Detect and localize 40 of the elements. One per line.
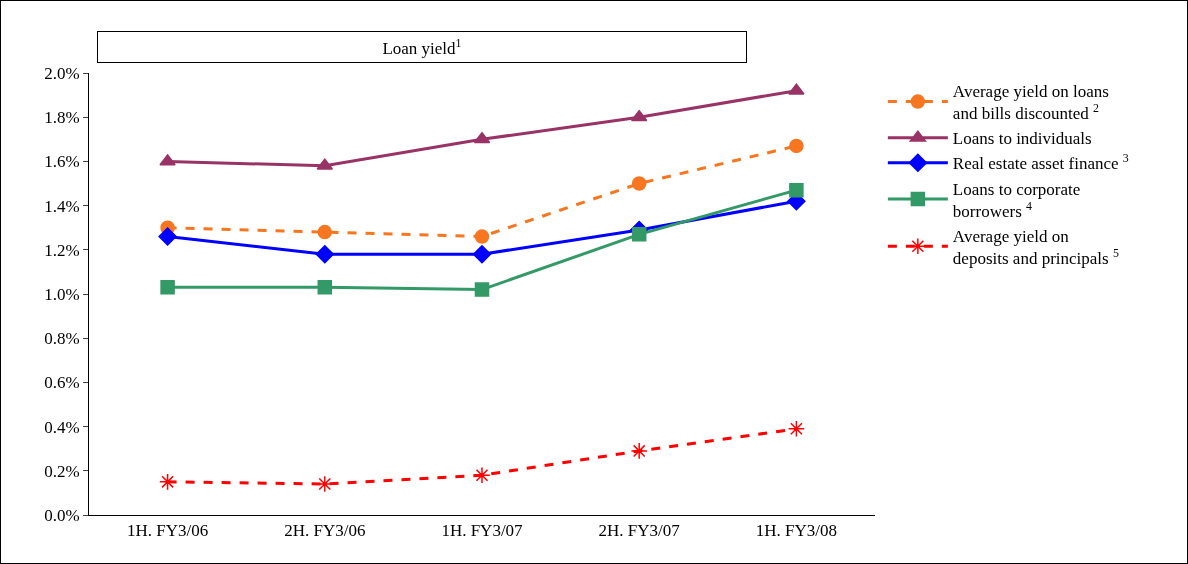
y-tick-label: 0.2% <box>44 461 80 481</box>
point <box>158 227 177 246</box>
point <box>473 466 491 484</box>
legend-label: Average yield on loans and bills discounted $^{2}$ <box>952 82 1109 124</box>
point <box>474 282 490 297</box>
y-tick-label: 1.2% <box>44 240 80 260</box>
x-tick-label: 2H. FY3/07 <box>598 521 681 541</box>
point <box>630 442 648 460</box>
x-tick-label: 1H. FY3/07 <box>441 521 524 541</box>
y-tick-label: 0.4% <box>44 417 80 437</box>
point <box>160 280 175 295</box>
y-tick-label: 1.4% <box>44 196 80 216</box>
point <box>472 245 492 264</box>
chart-title: Loan yield$^{1}$ <box>382 36 462 59</box>
legend-label: Loans to individuals <box>952 129 1092 149</box>
point <box>789 182 804 198</box>
legend-label: Average yield on deposits and principals $^{5}$ <box>952 226 1119 268</box>
point <box>789 138 804 154</box>
legend-label: Loans to corporate borrowers $^{4}$ <box>952 179 1081 221</box>
y-tick-label: 1.0% <box>44 284 80 304</box>
y-tick-label: 1.8% <box>44 108 80 128</box>
point <box>159 154 176 166</box>
point <box>631 176 647 191</box>
point <box>787 420 805 438</box>
point <box>315 245 334 264</box>
legend-label: Real estate asset finance $^{3}$ <box>952 151 1129 174</box>
x-tick-label: 1H. FY3/06 <box>126 521 209 541</box>
point <box>630 109 648 122</box>
x-tick-label: 2H. FY3/06 <box>284 521 366 541</box>
point <box>788 83 805 95</box>
point <box>317 224 333 240</box>
y-tick-label: 0.8% <box>44 329 80 349</box>
y-tick-label: 1.6% <box>44 152 80 172</box>
point <box>474 229 490 244</box>
point <box>317 280 333 295</box>
y-tick-label: 0.6% <box>44 373 80 393</box>
y-tick-label: 2.0% <box>44 63 80 83</box>
y-tick-label: 0.0% <box>44 505 80 525</box>
x-tick-label: 1H. FY3/08 <box>755 521 838 541</box>
point <box>631 227 647 242</box>
